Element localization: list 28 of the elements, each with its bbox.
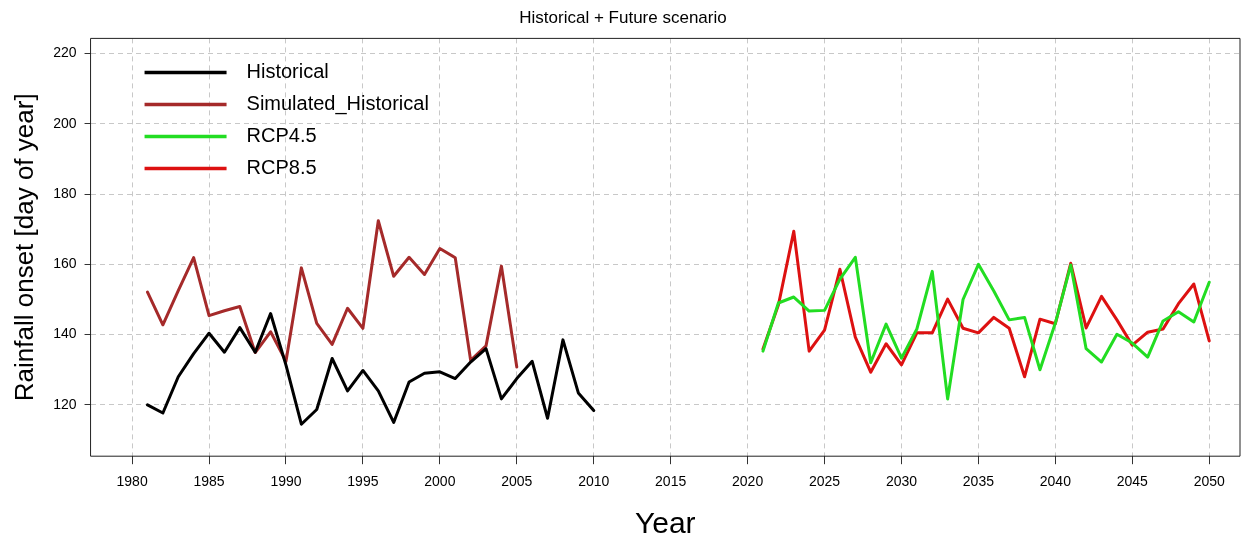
x-tick-label: 2015 [655,473,687,490]
x-tick-label: 2020 [732,473,764,490]
x-tick-label: 2050 [1193,473,1226,490]
x-tick-label: 1980 [116,473,148,490]
x-tick-label: 1990 [270,473,302,490]
x-tick-label: 2030 [885,473,918,490]
x-tick-label: 1985 [193,473,225,490]
x-tick-label: 2000 [424,473,456,490]
legend-label: Simulated_Historical [246,91,429,115]
x-tick-label: 2005 [501,473,533,490]
x-axis-title: Year [634,506,696,540]
y-tick-label: 200 [53,114,77,131]
legend-label: Historical [246,59,329,82]
y-tick-label: 180 [53,184,77,201]
y-tick-label: 140 [53,325,77,342]
y-axis-title: Rainfall onset [day of year] [8,93,39,402]
x-tick-label: 2010 [578,473,610,490]
y-tick-label: 160 [53,255,77,272]
y-tick-label: 220 [53,44,77,61]
x-tick-label: 2025 [808,473,841,490]
x-tick-label: 2045 [1116,473,1149,490]
x-tick-label: 1995 [347,473,379,490]
x-tick-label: 2035 [962,473,995,490]
chart-title: Historical + Future scenario [519,7,727,27]
legend-label: RCP8.5 [246,155,317,178]
y-tick-label: 120 [53,395,77,412]
x-tick-label: 2040 [1039,473,1072,490]
legend-label: RCP4.5 [246,123,317,146]
